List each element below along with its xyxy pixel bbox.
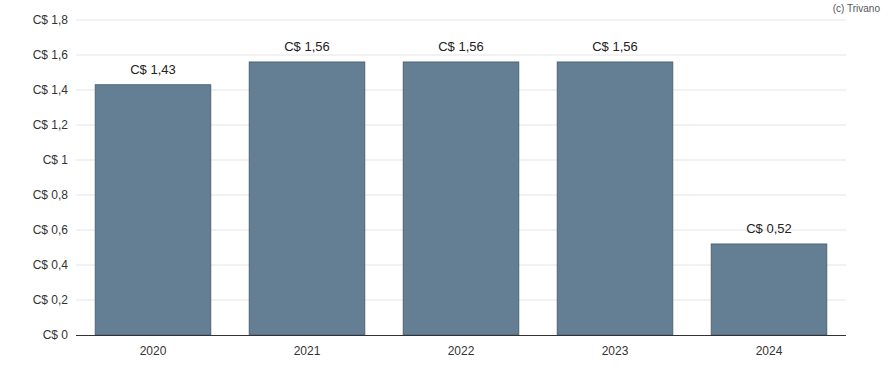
y-tick-label: C$ 0,6 [33,223,69,237]
x-tick-label: 2021 [294,344,321,358]
grid-line [76,55,846,56]
x-tick-label: 2020 [140,344,167,358]
bars [95,62,827,335]
x-tick-label: 2022 [448,344,475,358]
y-tick-label: C$ 1,4 [33,83,69,97]
x-axis-line [76,335,846,336]
data-label: C$ 1,43 [130,62,176,77]
bar [403,62,519,335]
bar [711,244,827,335]
y-tick-label: C$ 1,2 [33,118,69,132]
bar [249,62,365,335]
x-tick-label: 2023 [602,344,629,358]
y-tick-label: C$ 0,4 [33,258,69,272]
grid-line [76,20,846,21]
data-label: C$ 1,56 [592,39,638,54]
chart: C$ 0 C$ 0,2 C$ 0,4 C$ 0,6 C$ 0,8 C$ 1 C$ 1,2 C$… [0,0,888,370]
x-tick-label: 2024 [756,344,783,358]
y-tick-label: C$ 0,8 [33,188,69,202]
credit: (c) Trivano [833,3,881,14]
bar [557,62,673,335]
y-tick-label: C$ 0,2 [33,293,69,307]
data-label: C$ 1,56 [438,39,484,54]
data-label: C$ 0,52 [746,221,792,236]
y-tick-label: C$ 0 [43,328,69,342]
bar [95,85,211,335]
y-tick-label: C$ 1,6 [33,48,69,62]
y-tick-label: C$ 1,8 [33,13,69,27]
y-tick-label: C$ 1 [43,153,69,167]
data-label: C$ 1,56 [284,39,330,54]
